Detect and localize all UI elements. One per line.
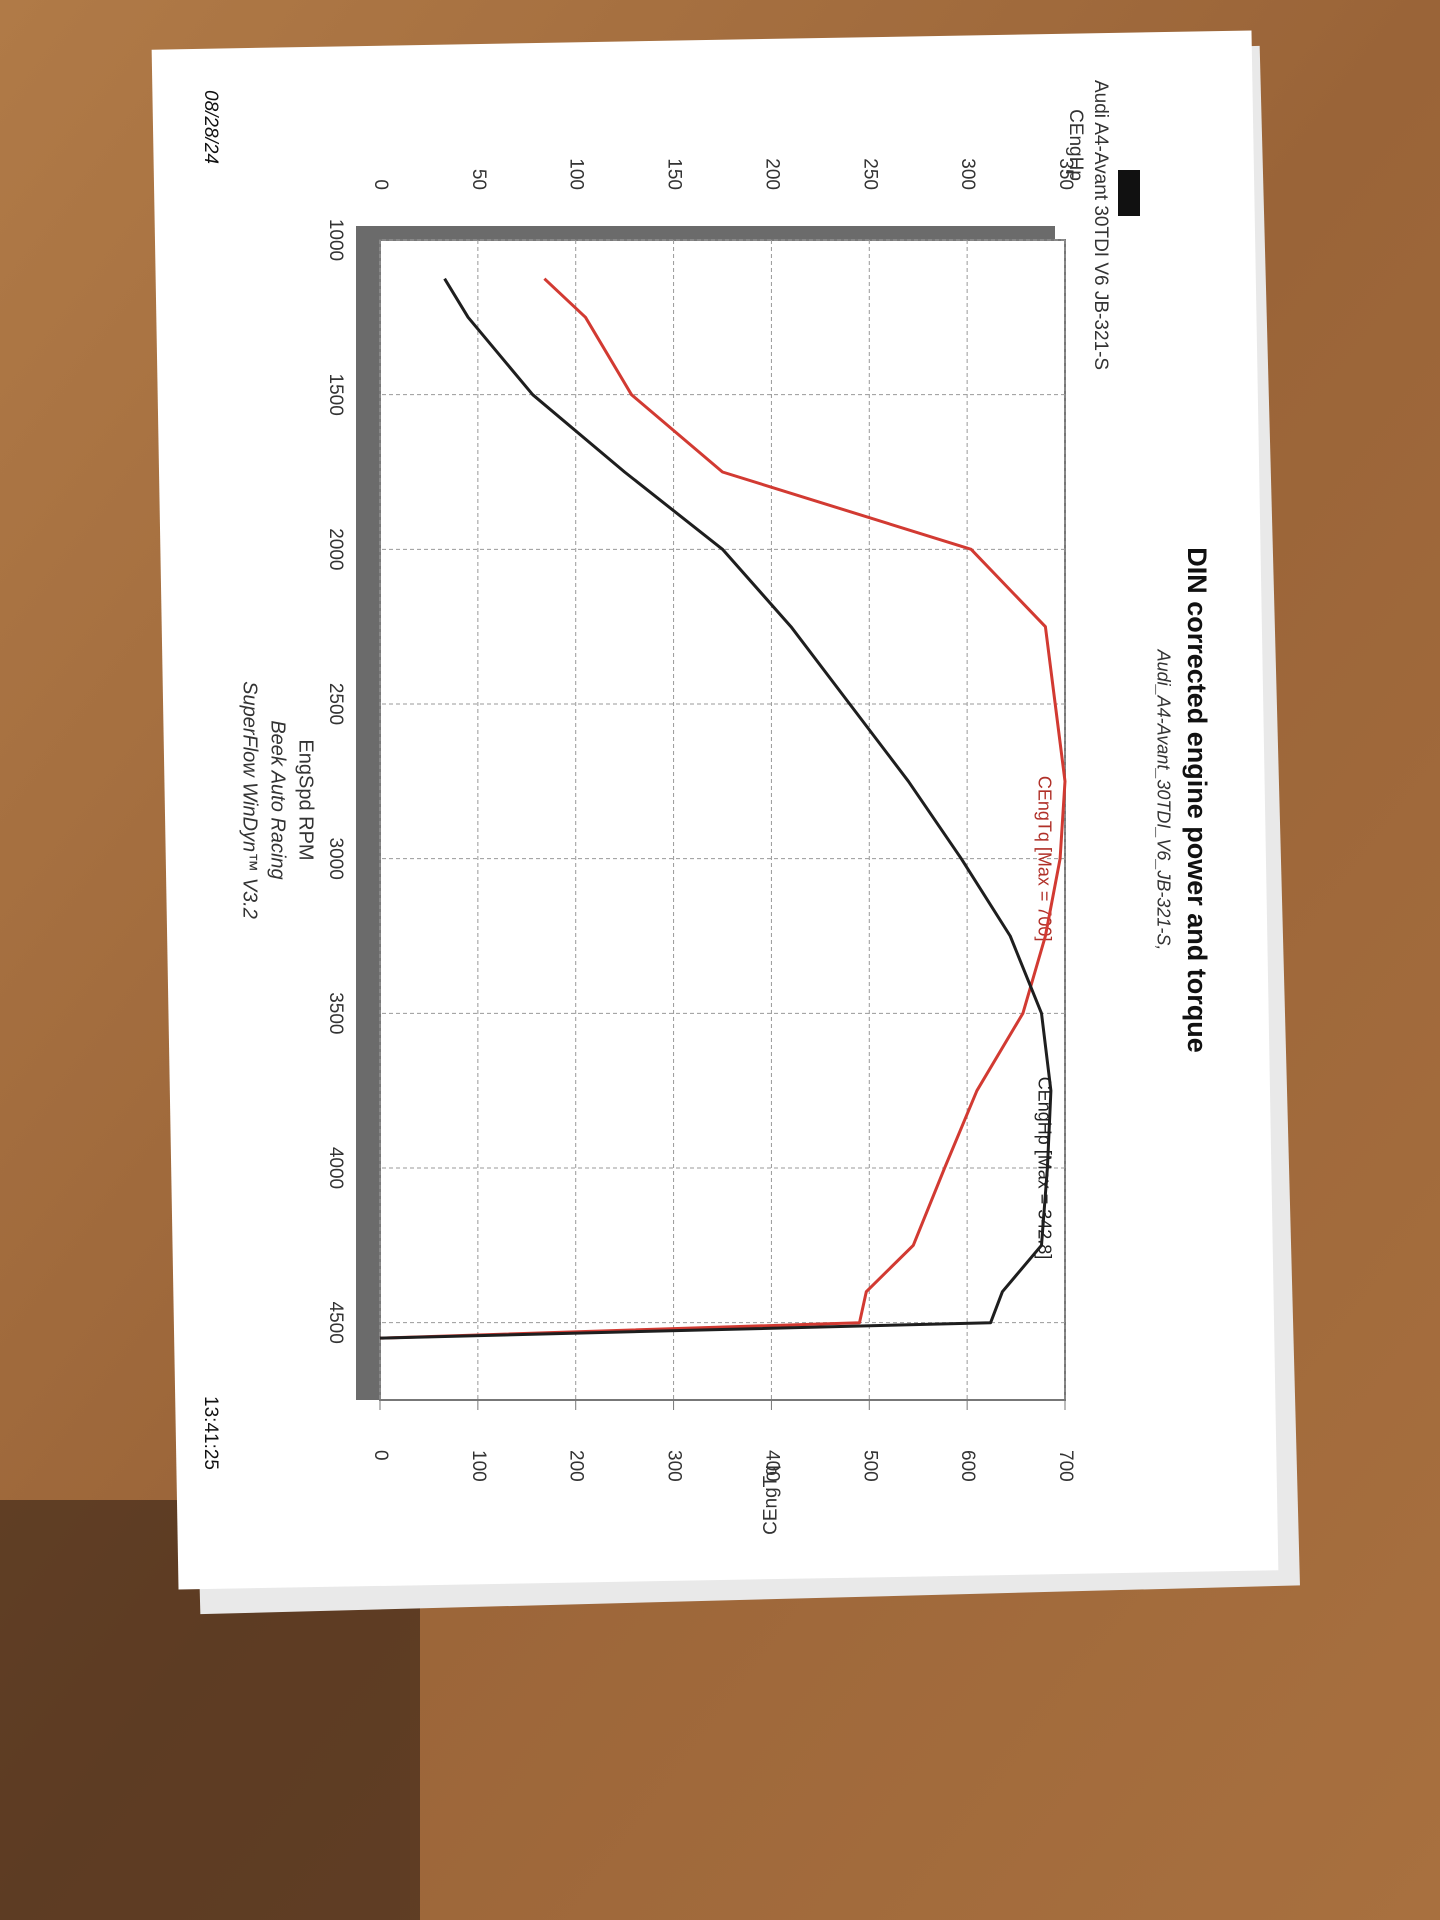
print-date: 08/28/24 [200,90,221,164]
x-tick-label: 1500 [325,374,346,416]
data-line [379,277,1053,1340]
plot-area [379,239,1066,1401]
run-label: Audi A4-Avant 30TDI V6 JB-321-S [1090,80,1111,370]
data-line [379,277,1067,1340]
chart: DIN corrected engine power and torque Au… [200,80,1212,1535]
footer-line: Beek Auto Racing [267,720,289,879]
x-tick-label: 3500 [325,992,346,1034]
y-tick-label: 150 [664,158,685,190]
y-tick-label: 50 [468,169,489,190]
print-time: 13:41:25 [200,1396,221,1470]
x-tick-label: 4500 [325,1302,346,1344]
x-tick-label: 3000 [325,838,346,880]
y-tick-label: 350 [1055,158,1076,190]
x-axis-label: EngSpd RPM [295,739,317,860]
x-tick-label: 2000 [325,528,346,570]
chart-title: DIN corrected engine power and torque [1182,547,1212,1053]
x-tick-label: 2500 [325,683,346,725]
chart-subtitle: Audi_A4-Avant_30TDI_V6_JB-321-S, [1153,649,1173,951]
y-tick-label: 300 [957,158,978,190]
y-tick-label: 0 [370,179,391,190]
y2-tick-label: 600 [957,1450,978,1482]
y2-tick-label: 0 [370,1450,391,1461]
y2-tick-label: 700 [1055,1450,1076,1482]
y2-tick-label: 100 [468,1450,489,1482]
y-tick-label: 100 [566,158,587,190]
y2-tick-label: 300 [664,1450,685,1482]
y2-axis-label: CEngTq [760,1465,781,1535]
legend-swatch [1118,170,1140,216]
y-tick-label: 250 [859,158,880,190]
y-axis-label: CEngHp [1065,109,1086,181]
y2-tick-label: 500 [859,1450,880,1482]
x-tick-label: 4000 [325,1147,346,1189]
y2-tick-label: 200 [566,1450,587,1482]
y-tick-label: 200 [761,158,782,190]
annotation: CEngTq [Max = 700] [1034,776,1054,942]
footer-line: SuperFlow WinDyn™ V3.2 [239,681,261,919]
y2-tick-label: 400 [761,1450,782,1482]
x-tick-label: 1000 [325,219,346,261]
